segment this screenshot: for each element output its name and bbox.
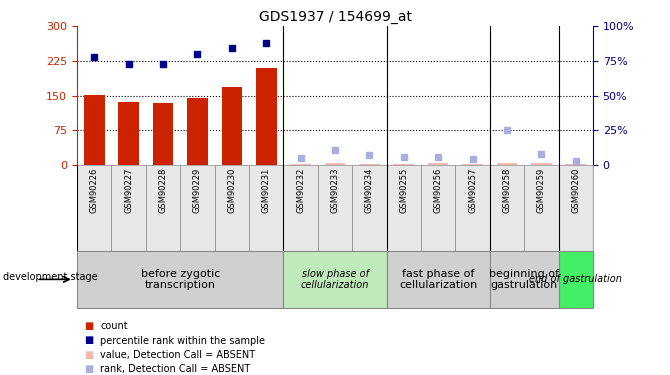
Bar xyxy=(352,165,387,251)
Text: GSM90229: GSM90229 xyxy=(193,168,202,213)
Text: ■: ■ xyxy=(84,321,93,331)
Text: development stage: development stage xyxy=(3,272,98,282)
Text: beginning of
gastrulation: beginning of gastrulation xyxy=(489,268,559,290)
Text: percentile rank within the sample: percentile rank within the sample xyxy=(100,336,265,345)
Text: ■: ■ xyxy=(84,350,93,360)
Bar xyxy=(393,164,414,165)
Bar xyxy=(387,251,490,308)
Bar xyxy=(456,165,490,251)
Text: ■: ■ xyxy=(84,336,93,345)
Bar xyxy=(559,251,593,308)
Text: GSM90258: GSM90258 xyxy=(502,168,511,213)
Bar xyxy=(180,165,214,251)
Bar xyxy=(119,102,139,165)
Bar xyxy=(77,165,111,251)
Bar xyxy=(290,164,311,165)
Text: GSM90260: GSM90260 xyxy=(572,168,580,213)
Bar xyxy=(565,164,586,165)
Bar xyxy=(318,165,352,251)
Text: GSM90255: GSM90255 xyxy=(399,168,408,213)
Text: GSM90233: GSM90233 xyxy=(330,168,340,213)
Bar xyxy=(77,251,283,308)
Bar xyxy=(387,165,421,251)
Bar xyxy=(283,165,318,251)
Text: end of gastrulation: end of gastrulation xyxy=(529,274,622,284)
Text: GSM90230: GSM90230 xyxy=(227,168,237,213)
Bar xyxy=(214,165,249,251)
Title: GDS1937 / 154699_at: GDS1937 / 154699_at xyxy=(259,10,411,24)
Bar xyxy=(462,164,483,165)
Bar xyxy=(524,165,559,251)
Bar xyxy=(84,95,105,165)
Bar xyxy=(421,165,456,251)
Text: GSM90234: GSM90234 xyxy=(365,168,374,213)
Text: GSM90257: GSM90257 xyxy=(468,168,477,213)
Text: ■: ■ xyxy=(84,364,93,374)
Bar xyxy=(222,87,242,165)
Bar xyxy=(428,163,448,165)
Text: GSM90228: GSM90228 xyxy=(159,168,168,213)
Bar xyxy=(325,163,345,165)
Bar xyxy=(146,165,180,251)
Text: GSM90259: GSM90259 xyxy=(537,168,546,213)
Bar xyxy=(559,165,593,251)
Text: GSM90231: GSM90231 xyxy=(262,168,271,213)
Text: GSM90232: GSM90232 xyxy=(296,168,305,213)
Bar xyxy=(187,98,208,165)
Text: count: count xyxy=(100,321,128,331)
Bar xyxy=(111,165,146,251)
Text: rank, Detection Call = ABSENT: rank, Detection Call = ABSENT xyxy=(100,364,251,374)
Text: slow phase of
cellularization: slow phase of cellularization xyxy=(301,268,369,290)
Bar xyxy=(490,165,524,251)
Text: GSM90226: GSM90226 xyxy=(90,168,98,213)
Bar xyxy=(153,104,174,165)
Text: before zygotic
transcription: before zygotic transcription xyxy=(141,268,220,290)
Bar xyxy=(531,163,551,165)
Bar xyxy=(256,68,277,165)
Bar xyxy=(359,164,380,165)
Text: GSM90256: GSM90256 xyxy=(433,168,443,213)
Bar xyxy=(496,163,517,165)
Text: fast phase of
cellularization: fast phase of cellularization xyxy=(399,268,477,290)
Bar xyxy=(283,251,387,308)
Text: GSM90227: GSM90227 xyxy=(124,168,133,213)
Bar xyxy=(490,251,559,308)
Text: value, Detection Call = ABSENT: value, Detection Call = ABSENT xyxy=(100,350,256,360)
Bar xyxy=(249,165,283,251)
